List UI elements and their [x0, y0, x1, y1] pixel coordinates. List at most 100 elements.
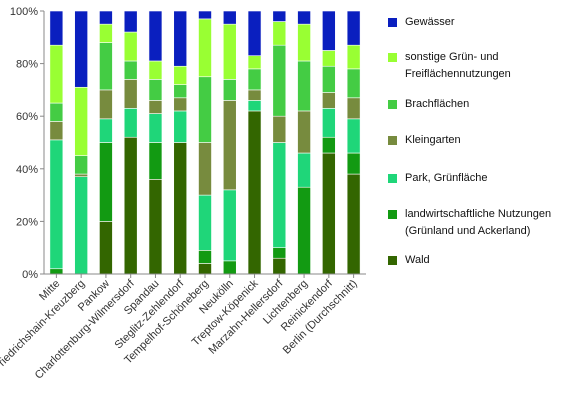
bar-segment-brachflachen [322, 65, 336, 93]
y-tick-label: 60% [16, 111, 38, 123]
x-axis-ticks: MitteFriedrichshain-KreuzbergPankowCharl… [0, 274, 360, 382]
bar-segment-sonstige-grun-und [123, 31, 138, 62]
bar-segment-gewasser [297, 10, 311, 25]
bar-segment-kleingarten [49, 121, 64, 141]
bar-segment-gewasser [346, 10, 361, 46]
bar-segment-sonstige-grun-und [173, 65, 188, 85]
bar-segment-brachflachen [49, 102, 64, 122]
bar-segment-gewasser [272, 10, 287, 22]
bar-segment-wald [346, 173, 361, 275]
y-tick-label: 20% [16, 216, 38, 228]
bar-segment-gewasser [123, 10, 138, 33]
bar-segment-kleingarten [247, 89, 262, 101]
bar-segment-wald [322, 152, 336, 275]
bar-segment-sonstige-grun-und [74, 86, 88, 156]
legend-swatch [388, 100, 397, 109]
bar-segment-wald [198, 263, 212, 275]
legend-label: Gewässer [405, 16, 455, 28]
legend-swatch [388, 256, 397, 265]
bar-segment-park-grunflache [297, 152, 311, 188]
bar-segment-kleingarten [346, 97, 361, 120]
y-tick-label: 0% [22, 269, 38, 281]
bar-segment-wald [173, 142, 188, 275]
bar-segment-sonstige-grun-und [198, 18, 212, 78]
bar-segment-sonstige-grun-und [346, 44, 361, 70]
bar-segment-kleingarten [272, 115, 287, 143]
bar-segment-park-grunflache [49, 139, 64, 270]
bar-segment-gewasser [247, 10, 262, 57]
bar-segment-kleingarten [148, 100, 163, 114]
bar-segment-wald [148, 179, 163, 275]
bar-segment-park-grunflache [99, 118, 113, 143]
bar-segment-brachflachen [198, 76, 212, 143]
bar-segment-park-grunflache [148, 113, 163, 143]
bar-segment-landwirtschaftliche-nutzungen [222, 260, 237, 275]
bar-segment-park-grunflache [322, 108, 336, 138]
bar-segment-brachflachen [272, 44, 287, 117]
bar-segment-landwirtschaftliche-nutzungen [346, 152, 361, 175]
bar-segment-gewasser [99, 10, 113, 25]
legend-label: sonstige Grün- und Freiflächennutzungen [405, 51, 511, 80]
legend-swatch [388, 136, 397, 145]
bar-segment-brachflachen [148, 79, 163, 101]
bar-segment-gewasser [322, 10, 336, 51]
legend-label: landwirtschaftliche Nutzungen (Grünland … [405, 208, 552, 237]
legend-swatch [388, 18, 397, 27]
y-axis-ticks: 0% 20% 40% 60% 80% 100% [10, 6, 44, 281]
bar-segment-brachflachen [74, 155, 88, 175]
bar-segment-landwirtschaftliche-nutzungen [148, 142, 163, 180]
bar-segment-sonstige-grun-und [272, 21, 287, 46]
bar-segment-brachflachen [173, 84, 188, 99]
bar-segment-park-grunflache [123, 108, 138, 138]
legend-label: Kleingarten [405, 134, 461, 146]
bar-segment-kleingarten [222, 100, 237, 191]
bar-segment-landwirtschaftliche-nutzungen [297, 186, 311, 275]
legend-label: Park, Grünfläche [405, 172, 488, 184]
legend-label: Brachflächen [405, 98, 470, 110]
bar-segment-sonstige-grun-und [222, 23, 237, 80]
bar-segment-brachflachen [222, 79, 237, 101]
bar-segment-brachflachen [123, 60, 138, 80]
bar-segment-kleingarten [99, 89, 113, 120]
bar-segment-kleingarten [198, 142, 212, 196]
bar-segment-landwirtschaftliche-nutzungen [198, 250, 212, 264]
bar-segment-sonstige-grun-und [49, 44, 64, 104]
bar-segment-sonstige-grun-und [148, 60, 163, 80]
bar-segment-park-grunflache [173, 110, 188, 143]
bar-segment-kleingarten [74, 173, 88, 177]
bar-segment-sonstige-grun-und [99, 23, 113, 43]
bar-segment-park-grunflache [74, 176, 88, 275]
bar-segment-gewasser [49, 10, 64, 46]
bar-segment-brachflachen [346, 68, 361, 99]
bar-segment-brachflachen [99, 42, 113, 91]
bar-segment-gewasser [173, 10, 188, 67]
bar-segment-wald [99, 221, 113, 275]
bar-segment-gewasser [198, 10, 212, 20]
bars-group [49, 10, 361, 275]
y-tick-label: 100% [10, 6, 38, 18]
bar-segment-brachflachen [247, 68, 262, 91]
bar-segment-sonstige-grun-und [297, 23, 311, 62]
bar-segment-kleingarten [173, 97, 188, 112]
bar-segment-landwirtschaftliche-nutzungen [272, 247, 287, 259]
legend-label: Wald [405, 254, 430, 266]
y-tick-label: 80% [16, 59, 38, 71]
y-tick-label: 40% [16, 164, 38, 176]
bar-segment-park-grunflache [346, 118, 361, 154]
bar-segment-kleingarten [322, 92, 336, 109]
legend-swatch [388, 174, 397, 183]
bar-segment-gewasser [148, 10, 163, 62]
bar-segment-wald [247, 110, 262, 275]
bar-segment-gewasser [222, 10, 237, 25]
bar-segment-gewasser [74, 10, 88, 88]
legend-swatch [388, 210, 397, 219]
bar-segment-sonstige-grun-und [247, 55, 262, 70]
bar-segment-sonstige-grun-und [322, 50, 336, 67]
bar-segment-kleingarten [123, 79, 138, 109]
bar-segment-landwirtschaftliche-nutzungen [99, 142, 113, 222]
bar-segment-wald [272, 257, 287, 275]
bar-segment-park-grunflache [247, 100, 262, 112]
bar-segment-wald [123, 136, 138, 275]
bar-segment-landwirtschaftliche-nutzungen [322, 136, 336, 154]
